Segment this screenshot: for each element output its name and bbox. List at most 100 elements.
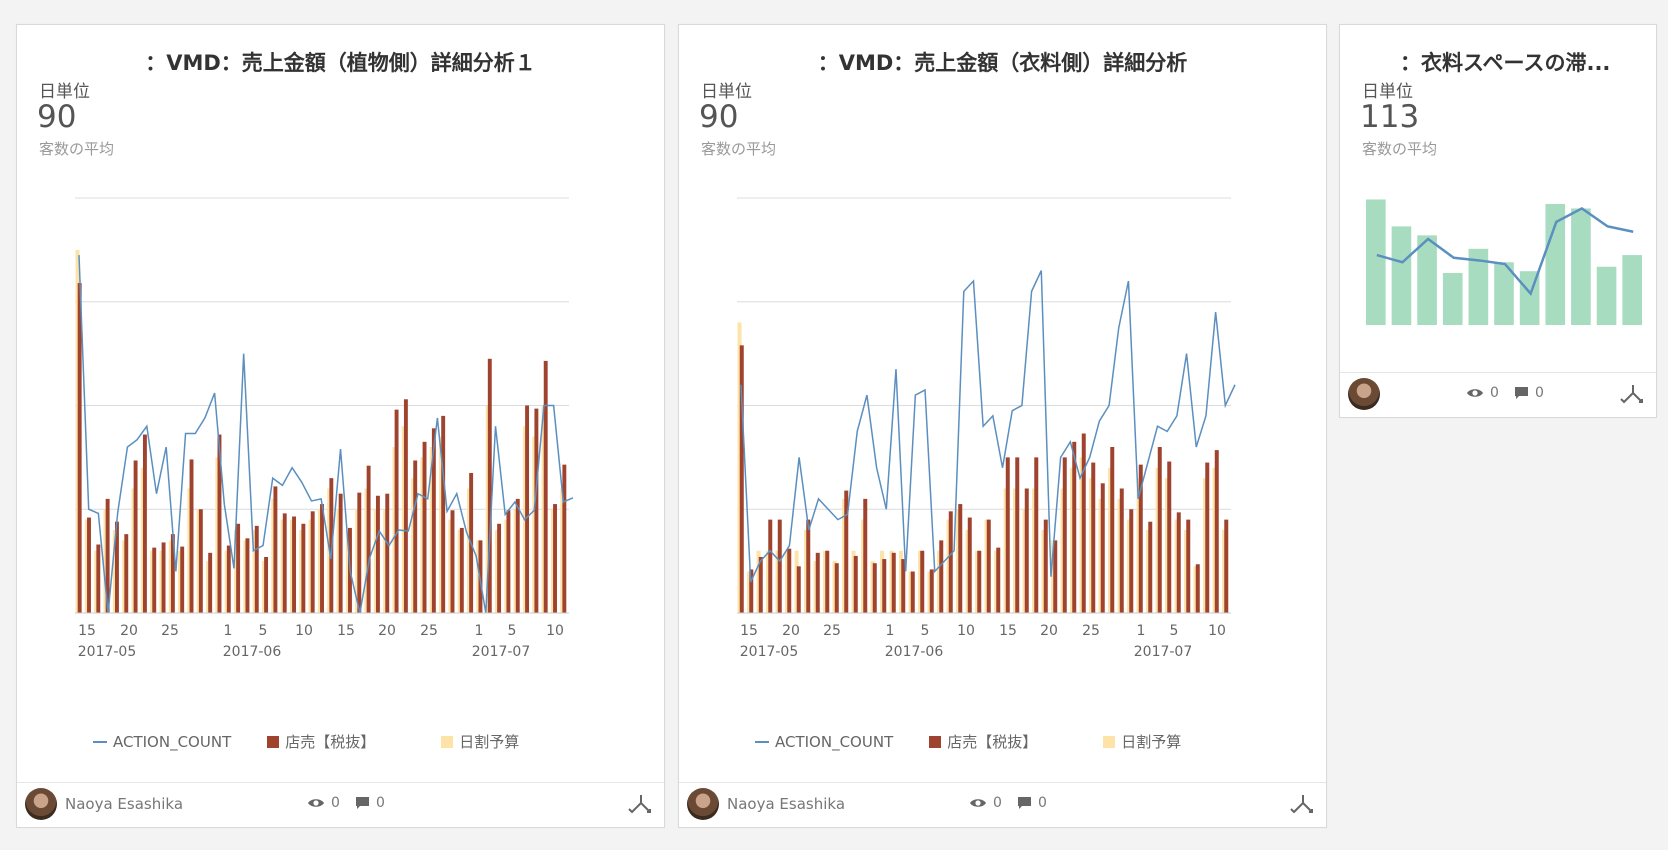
sales-bar [161,542,166,613]
sales-bar [1157,447,1162,613]
eye-icon [1467,389,1483,397]
budget-bar [271,498,276,613]
sales-bar [1205,462,1210,613]
x-tick-label: 5 [508,623,517,639]
x-tick-label: 25 [823,623,841,639]
budget-bar [1155,467,1160,613]
x-tick-label: 10 [957,623,975,639]
budget-bar [1222,530,1227,613]
avatar[interactable] [25,788,57,820]
legend-item-budget[interactable]: 日割予算 [1103,731,1181,752]
sales-bar [226,545,231,613]
sales-bar [958,504,963,613]
budget-bar [345,530,350,613]
legend-item-sales[interactable]: 店売【税抜】 [267,731,375,752]
dashboard-card-1[interactable]: ：VMD：売上金額（植物側）詳細分析１ 日単位 90 客数の平均 15 20 25 1… [16,24,665,828]
budget-bar [401,426,406,613]
sales-bar [478,540,483,613]
spark-bar [1622,255,1642,325]
sales-bar [292,516,297,613]
budget-bar [532,436,537,613]
author-name[interactable]: Naoya Esashika [727,795,846,813]
legend-item-sales[interactable]: 店売【税抜】 [929,731,1037,752]
sales-bar [891,552,896,613]
budget-bar [84,519,89,613]
budget-bar [804,530,809,613]
sales-bar [929,569,934,613]
budget-bar [485,405,490,613]
share-icon[interactable] [1290,791,1316,817]
spark-bar [1417,235,1437,325]
sales-bar [450,510,455,613]
sales-bar [844,490,849,613]
budget-bar [766,550,771,613]
share-icon[interactable] [1620,381,1646,407]
budget-bar [1117,498,1122,613]
sales-bar [986,519,991,613]
avatar[interactable] [1348,378,1380,410]
sales-bar [515,498,520,613]
sales-bar [208,552,213,613]
sales-bar [1167,461,1172,613]
spark-bar [1494,262,1514,325]
legend-item-action-count[interactable]: ACTION_COUNT [93,731,231,752]
sales-bar [1072,441,1077,613]
budget-bar [842,498,847,613]
sales-bar [1034,457,1039,613]
sales-bar [882,559,887,613]
budget-bar [103,509,108,613]
budget-bar [355,509,360,613]
x-tick-label: 15 [337,623,355,639]
budget-bar [1060,488,1065,613]
budget-bar [918,550,923,613]
sales-bar [1043,519,1048,613]
legend-item-budget[interactable]: 日割予算 [441,731,519,752]
views-stat: 0 [307,795,340,811]
budget-bar [1098,498,1103,613]
sales-bar [366,465,371,613]
budget-bar [513,509,518,613]
budget-bar [775,550,780,613]
budget-bar [908,571,913,613]
budget-bar [747,571,752,613]
budget-bar [140,467,145,613]
budget-bar [794,550,799,613]
x-tick-label: 1 [475,623,484,639]
budget-bar [1032,488,1037,613]
budget-bar [870,561,875,613]
sales-bar [553,504,557,613]
dashboard-card-2[interactable]: ：VMD：売上金額（衣料側）詳細分析 日単位 90 客数の平均 15 20 25 1 5… [678,24,1327,828]
budget-bar [289,519,294,613]
budget-bar [1203,478,1208,613]
legend-item-action-count[interactable]: ACTION_COUNT [755,731,893,752]
x-group-label: 2017-07 [472,644,531,660]
budget-bar [560,488,565,613]
comment-icon [356,797,369,809]
dashboard-card-3[interactable]: ：衣料スペースの滞... 日単位 113 客数の平均 0 0 [1339,24,1657,418]
budget-bar [823,550,828,613]
spark-bar [1391,226,1412,325]
budget-bar [861,519,866,613]
spark-bar [1366,199,1386,325]
budget-bar [832,561,837,613]
kpi-caption: 客数の平均 [701,140,777,158]
budget-bar [159,550,164,613]
sales-bar [152,547,157,613]
author-name[interactable]: Naoya Esashika [65,795,184,813]
budget-bar [1013,488,1018,613]
budget-bar [541,405,546,613]
sales-bar [506,510,511,613]
sales-bar [1224,519,1229,613]
sales-bar [487,358,492,613]
budget-bar [1165,478,1170,613]
card-footer: Naoya Esashika 0 0 [17,782,664,827]
kpi-value: 90 [699,99,739,135]
sales-bar [105,498,110,613]
avatar[interactable] [687,788,719,820]
share-icon[interactable] [628,791,654,817]
spark-bar [1545,203,1566,325]
budget-bar [131,488,136,613]
sales-bar [1110,447,1115,613]
x-tick-label: 20 [120,623,138,639]
x-group-label: 2017-06 [885,644,944,660]
